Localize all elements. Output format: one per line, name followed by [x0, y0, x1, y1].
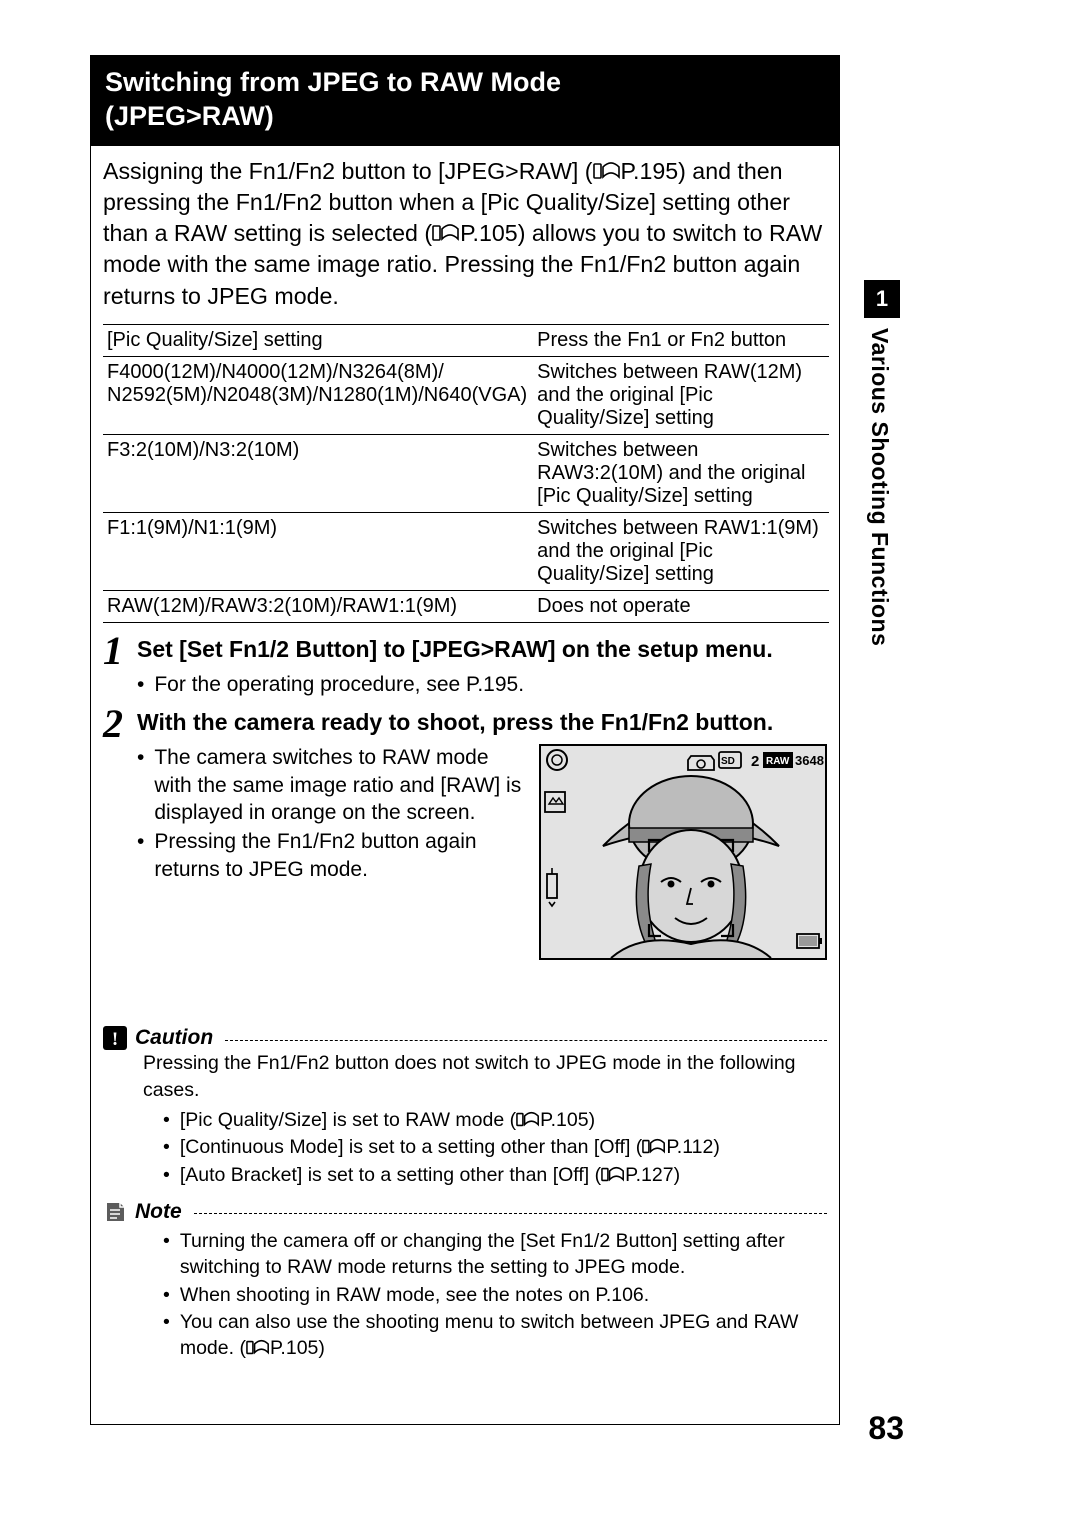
page-ref-icon [593, 161, 621, 181]
bullet-text: For the operating procedure, see P.195. [154, 671, 524, 698]
cell-line: N2592(5M)/N2048(3M)/N1280(1M)/N640(VGA) [107, 384, 527, 406]
note-title: Note [135, 1200, 182, 1224]
ci-text: ) [674, 1164, 681, 1186]
cell-line: F4000(12M)/N4000(12M)/N3264(8M)/ [107, 361, 444, 383]
ci-text: ) [713, 1136, 720, 1158]
ni-ref: P.105 [270, 1337, 318, 1359]
step-1: 1 Set [Set Fn1/2 Button] to [JPEG>RAW] o… [103, 631, 827, 698]
ci-text: ) [589, 1109, 596, 1131]
ci-ref: P.127 [625, 1164, 673, 1186]
table-row: F1:1(9M)/N1:1(9M) Switches between RAW1:… [103, 513, 829, 591]
intro-ref-2: P.105 [460, 220, 518, 246]
table-cell-left: F3:2(10M)/N3:2(10M) [103, 435, 533, 513]
raw-badge: RAW [766, 756, 790, 767]
camera-screen-preview: SD 2 RAW 3648 [539, 744, 827, 960]
ci-ref: P.105 [540, 1109, 588, 1131]
table-cell-right: Switches between RAW1:1(9M) and the orig… [533, 513, 829, 591]
note-item: Turning the camera off or changing the [… [163, 1228, 827, 1281]
chapter-number: 1 [864, 280, 900, 318]
ni-text: Turning the camera off or changing the [… [180, 1228, 827, 1281]
bullet-text: Pressing the Fn1/Fn2 button again return… [154, 828, 527, 883]
table-cell-left: RAW(12M)/RAW3:2(10M)/RAW1:1(9M) [103, 591, 533, 623]
step-2: 2 With the camera ready to shoot, press … [103, 704, 827, 960]
steps-section: 1 Set [Set Fn1/2 Button] to [JPEG>RAW] o… [91, 629, 839, 960]
step-2-bullet: The camera switches to RAW mode with the… [137, 744, 527, 826]
title-line-1: Switching from JPEG to RAW Mode [105, 66, 825, 100]
page-number: 83 [868, 1410, 904, 1447]
table-cell-right: Switches between RAW3:2(10M) and the ori… [533, 435, 829, 513]
step-1-title: Set [Set Fn1/2 Button] to [JPEG>RAW] on … [137, 631, 773, 664]
settings-table: [Pic Quality/Size] setting Press the Fn1… [103, 324, 829, 623]
step-number-2: 2 [103, 704, 137, 744]
side-chapter-tab: 1 Various Shooting Functions [860, 280, 900, 646]
caution-lead: Pressing the Fn1/Fn2 button does not swi… [143, 1050, 827, 1103]
step-number-1: 1 [103, 631, 137, 671]
section-title-bar: Switching from JPEG to RAW Mode (JPEG>RA… [91, 56, 839, 146]
intro-seg-1: Assigning the Fn1/Fn2 button to [JPEG>RA… [103, 158, 593, 184]
table-cell-right: Does not operate [533, 591, 829, 623]
title-line-2: (JPEG>RAW) [105, 100, 825, 134]
dashes [194, 1213, 827, 1214]
caution-icon: ! [103, 1026, 127, 1050]
caution-title: Caution [135, 1026, 213, 1050]
note-callout: Note Turning the camera off or changing … [103, 1200, 827, 1362]
intro-ref-1: P.195 [621, 158, 679, 184]
caution-item: [Continuous Mode] is set to a setting ot… [163, 1134, 827, 1160]
step-1-bullet: For the operating procedure, see P.195. [137, 671, 827, 698]
ni-text: ) [318, 1337, 325, 1359]
step-2-bullet: Pressing the Fn1/Fn2 button again return… [137, 828, 527, 883]
ci-ref: P.112 [666, 1136, 713, 1158]
page-ref-icon [516, 1111, 540, 1128]
ci-text: [Auto Bracket] is set to a setting other… [180, 1164, 601, 1186]
page-ref-icon [601, 1166, 625, 1183]
table-row: F4000(12M)/N4000(12M)/N3264(8M)/N2592(5M… [103, 357, 829, 435]
shots-remaining: 2 [751, 753, 759, 770]
step-2-title: With the camera ready to shoot, press th… [137, 704, 773, 737]
dashes [225, 1040, 827, 1041]
ni-text: When shooting in RAW mode, see the notes… [180, 1282, 649, 1308]
ci-text: [Pic Quality/Size] is set to RAW mode ( [180, 1109, 516, 1131]
callouts-section: ! Caution Pressing the Fn1/Fn2 button do… [91, 966, 839, 1361]
table-header-row: [Pic Quality/Size] setting Press the Fn1… [103, 325, 829, 357]
caution-item: [Pic Quality/Size] is set to RAW mode ( P… [163, 1107, 827, 1133]
caution-callout: ! Caution Pressing the Fn1/Fn2 button do… [103, 1026, 827, 1188]
table-row: F3:2(10M)/N3:2(10M) Switches between RAW… [103, 435, 829, 513]
note-item: When shooting in RAW mode, see the notes… [163, 1282, 827, 1308]
ci-text: [Continuous Mode] is set to a setting ot… [180, 1136, 642, 1158]
table-head-left: [Pic Quality/Size] setting [103, 325, 533, 357]
page-ref-icon [246, 1339, 270, 1356]
page-ref-icon [642, 1138, 666, 1155]
camera-screen-svg: SD 2 RAW 3648 [541, 746, 825, 958]
intro-paragraph: Assigning the Fn1/Fn2 button to [JPEG>RA… [91, 146, 839, 321]
table-cell-left: F1:1(9M)/N1:1(9M) [103, 513, 533, 591]
chapter-title: Various Shooting Functions [866, 328, 893, 646]
note-icon [103, 1200, 127, 1224]
table-cell-left: F4000(12M)/N4000(12M)/N3264(8M)/N2592(5M… [103, 357, 533, 435]
caution-item: [Auto Bracket] is set to a setting other… [163, 1162, 827, 1188]
svg-text:!: ! [112, 1029, 118, 1050]
resolution-label: 3648 [795, 753, 824, 768]
sd-label: SD [721, 756, 735, 767]
table-head-right: Press the Fn1 or Fn2 button [533, 325, 829, 357]
table-cell-right: Switches between RAW(12M) and the origin… [533, 357, 829, 435]
page-ref-icon [432, 223, 460, 243]
bullet-text: The camera switches to RAW mode with the… [154, 744, 527, 826]
table-row: RAW(12M)/RAW3:2(10M)/RAW1:1(9M) Does not… [103, 591, 829, 623]
page-content-frame: Switching from JPEG to RAW Mode (JPEG>RA… [90, 55, 840, 1425]
note-item: You can also use the shooting menu to sw… [163, 1309, 827, 1362]
